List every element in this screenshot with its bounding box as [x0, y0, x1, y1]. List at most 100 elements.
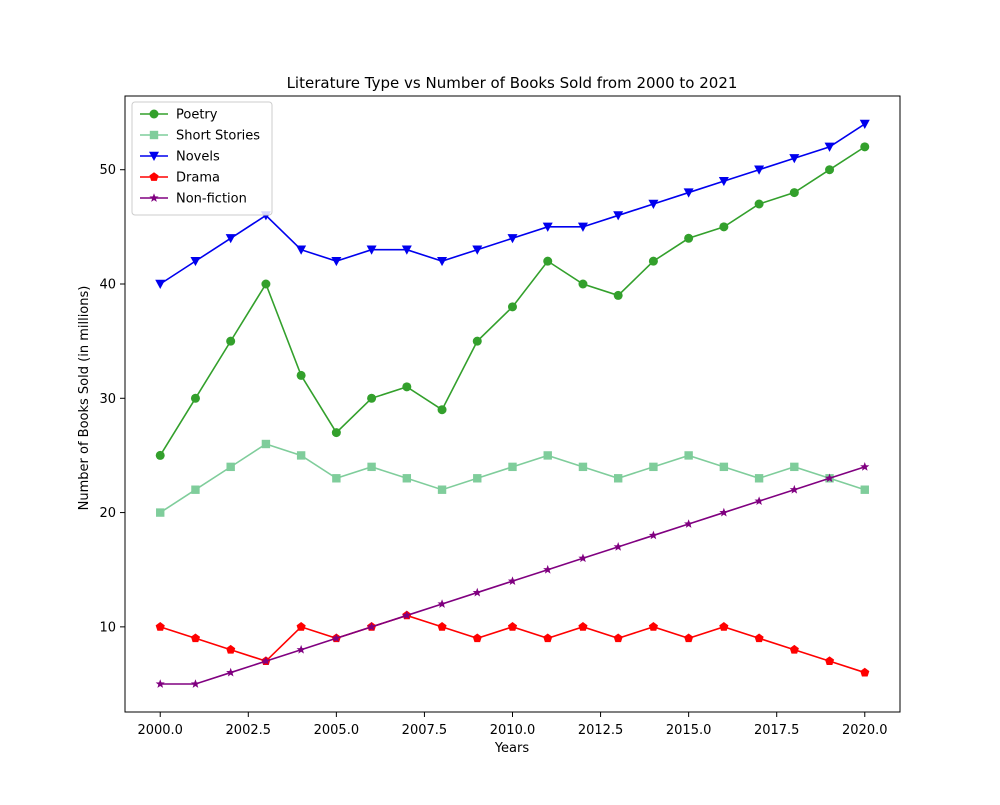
data-point	[860, 462, 870, 471]
data-point	[472, 587, 482, 597]
data-point	[542, 222, 553, 232]
data-point	[366, 245, 377, 255]
y-tick-label: 20	[99, 506, 116, 521]
data-point	[507, 576, 518, 586]
data-point	[543, 633, 553, 643]
data-point	[578, 462, 588, 472]
data-point	[473, 474, 482, 483]
data-point	[719, 507, 729, 517]
data-point	[543, 256, 553, 266]
data-point	[402, 610, 412, 620]
data-point	[226, 462, 235, 472]
series-poetry	[155, 142, 870, 460]
axes: 2000.0 2002.5 2005.0 2007.5 2010.0 2012.5 2015…	[99, 95, 901, 738]
data-point	[296, 370, 306, 380]
data-point	[613, 474, 623, 483]
series-novels	[155, 119, 870, 289]
data-point	[508, 302, 517, 312]
series-drama	[155, 610, 870, 677]
legend-item: Novels	[140, 150, 220, 165]
data-point	[190, 256, 201, 267]
y-tick-label: 30	[99, 392, 116, 407]
data-point	[437, 622, 447, 631]
data-point	[860, 142, 870, 152]
x-tick-label: 2007.5	[402, 723, 448, 738]
legend-item: Non-fiction	[140, 192, 247, 207]
data-point	[296, 451, 306, 460]
data-point	[648, 256, 658, 266]
legend-label: Poetry	[176, 108, 218, 123]
data-point	[613, 542, 623, 551]
data-point	[191, 485, 200, 494]
legend-label: Non-fiction	[176, 192, 247, 207]
x-tick-label: 2017.5	[754, 723, 800, 738]
data-point	[719, 222, 729, 232]
data-point	[331, 428, 341, 438]
data-point	[860, 485, 869, 494]
data-point	[331, 633, 341, 643]
data-point	[226, 336, 236, 346]
data-point	[578, 553, 588, 563]
data-point	[824, 656, 835, 666]
legend-marker	[149, 151, 159, 161]
data-point	[648, 199, 659, 209]
data-point	[648, 530, 658, 540]
data-point	[684, 451, 693, 460]
data-point	[824, 473, 835, 483]
series-short-stories	[156, 439, 869, 517]
data-point	[789, 644, 799, 654]
y-tick-label: 40	[99, 278, 116, 293]
data-point	[825, 165, 835, 175]
data-point	[402, 474, 412, 483]
data-point	[789, 484, 799, 494]
data-point	[155, 279, 166, 289]
data-point	[261, 279, 271, 289]
data-point	[754, 199, 764, 209]
legend-marker	[149, 130, 159, 140]
data-point	[613, 290, 623, 300]
data-point	[226, 644, 236, 654]
data-point	[649, 462, 658, 472]
data-point	[754, 165, 765, 175]
legend-item: Drama	[140, 171, 220, 186]
legend-marker	[149, 109, 159, 119]
data-point	[261, 656, 271, 666]
data-point	[261, 439, 271, 449]
data-point	[155, 679, 165, 688]
data-point	[437, 485, 447, 494]
data-point	[437, 256, 448, 267]
data-point	[296, 245, 307, 255]
legend-box	[131, 101, 273, 216]
plot-area	[155, 119, 870, 688]
legend-item: Short Stories	[140, 129, 260, 144]
data-point	[155, 622, 165, 631]
data-point	[332, 474, 341, 483]
x-tick-label: 2012.5	[578, 723, 624, 738]
x-tick-label: 2002.5	[226, 723, 272, 738]
data-point	[578, 622, 588, 631]
data-point	[859, 119, 870, 129]
data-point	[296, 644, 306, 654]
legend-label: Short Stories	[176, 129, 260, 144]
legend-marker	[149, 193, 159, 202]
data-point	[719, 462, 729, 472]
data-point	[156, 508, 165, 517]
x-tick-label: 2005.0	[314, 723, 360, 738]
legend-label: Drama	[176, 171, 220, 186]
data-point	[190, 679, 201, 688]
x-tick-label: 2000.0	[137, 723, 183, 738]
data-point	[824, 142, 835, 152]
series-non-fiction	[155, 462, 870, 688]
data-point	[648, 622, 658, 631]
legend-marker	[149, 172, 159, 181]
x-tick-label: 2010.0	[490, 723, 536, 738]
data-point	[684, 233, 694, 243]
data-point	[296, 622, 306, 631]
data-point	[543, 564, 553, 574]
data-point	[367, 622, 377, 631]
data-point	[437, 599, 447, 608]
data-point	[437, 405, 447, 415]
y-tick-label: 50	[99, 163, 116, 178]
data-point	[472, 633, 482, 643]
